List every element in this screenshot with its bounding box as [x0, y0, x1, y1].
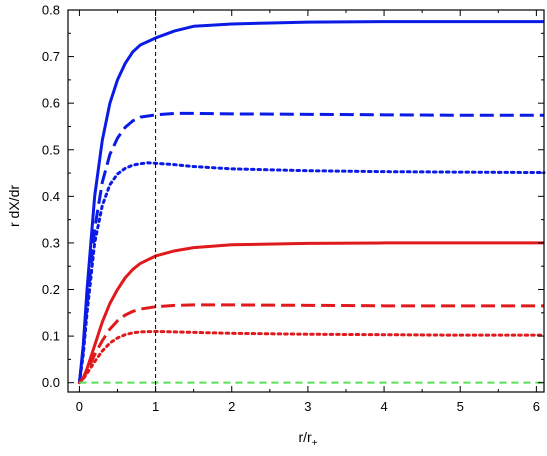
x-axis-title: r/r+	[298, 429, 317, 449]
series-line-5	[78, 303, 544, 384]
x-tick-label: 6	[533, 399, 540, 414]
x-tick-label: 2	[228, 399, 235, 414]
y-tick-label: 0.5	[42, 142, 60, 157]
series-line-4	[78, 241, 544, 384]
y-tick-label: 0.2	[42, 282, 60, 297]
y-tick-label: 0.7	[42, 49, 60, 64]
x-tick-label: 5	[457, 399, 464, 414]
x-axis-title-subscript: +	[312, 438, 318, 449]
series-line-3	[77, 161, 546, 385]
plot-frame	[67, 9, 545, 393]
x-tick-label: 3	[304, 399, 311, 414]
y-axis-title: r dX/dr	[6, 185, 22, 227]
y-tick-label: 0.4	[42, 189, 60, 204]
x-tick-label: 0	[76, 399, 83, 414]
series-line-1	[77, 20, 544, 383]
y-tick-label: 0.6	[42, 96, 60, 111]
x-tick-label: 1	[152, 399, 159, 414]
series-line-2	[77, 111, 544, 383]
axis-ticks	[68, 9, 544, 392]
series-line-6	[77, 329, 546, 385]
x-tick-label: 4	[380, 399, 387, 414]
y-tick-label: 0.3	[42, 235, 60, 250]
plot-lines	[77, 20, 546, 385]
y-tick-label: 0.8	[42, 3, 60, 18]
tick-labels: 0 1 2 3 4 5 6 0.0 0.1 0.2 0.3 0.4 0.5 0.6 0.7 0.8	[42, 3, 540, 415]
x-axis-title-main: r/r	[298, 429, 312, 445]
y-tick-label: 0.1	[42, 329, 60, 344]
y-tick-label: 0.0	[42, 375, 60, 390]
